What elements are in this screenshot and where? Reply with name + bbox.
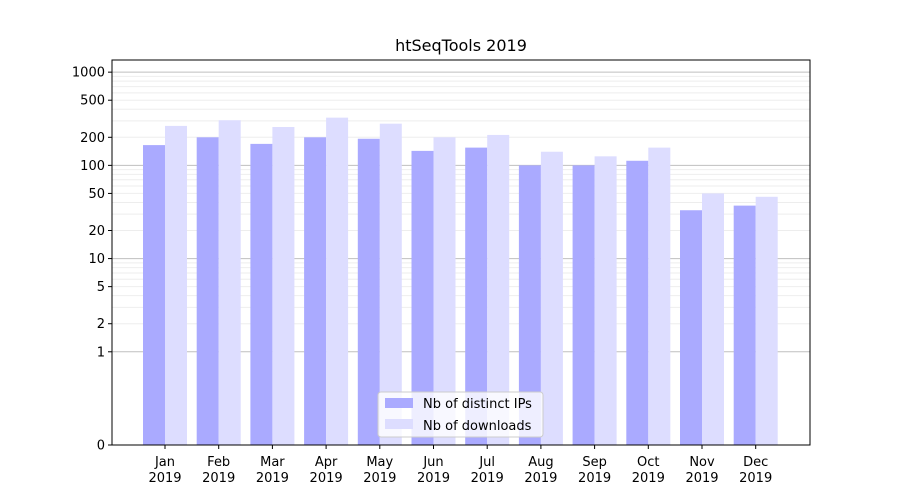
x-tick-label-year: 2019: [148, 471, 181, 486]
x-tick-label-year: 2019: [310, 471, 343, 486]
bar-distinct-ips: [411, 150, 434, 446]
bars: [143, 117, 778, 446]
bar-distinct-ips: [572, 165, 595, 446]
x-tick-label-year: 2019: [363, 471, 396, 486]
bar-downloads: [702, 193, 724, 445]
plot-frame: [111, 59, 811, 446]
bar-downloads: [165, 125, 187, 446]
y-tick-label: 5: [97, 280, 105, 295]
y-tick-label: 200: [80, 131, 105, 146]
x-tick-label-month: Mar: [260, 455, 285, 470]
x-tick-label-month: Feb: [207, 455, 230, 470]
bar-distinct-ips: [680, 210, 702, 445]
x-tick-label-month: Sep: [582, 455, 607, 470]
x-axis: Jan2019Feb2019Mar2019Apr2019May2019Jun20…: [148, 445, 772, 486]
x-tick-label-month: May: [366, 455, 393, 470]
legend-box: [377, 391, 544, 438]
x-tick-label-month: Aug: [528, 455, 553, 470]
x-tick-label-month: Nov: [689, 455, 715, 470]
bar-distinct-ips: [250, 143, 273, 445]
chart-title: htSeqTools 2019: [395, 36, 527, 55]
legend-label-distinct-ips: Nb of distinct IPs: [423, 397, 532, 412]
x-tick-label-month: Jun: [422, 455, 443, 470]
x-tick-label-year: 2019: [685, 471, 718, 486]
bar-downloads: [755, 196, 778, 445]
y-tick-label: 1000: [72, 66, 105, 81]
legend-swatch-distinct-ips: [385, 398, 413, 408]
bar-downloads: [648, 147, 671, 445]
bar-distinct-ips: [357, 138, 380, 445]
x-tick-label-month: Dec: [743, 455, 768, 470]
bar-distinct-ips: [626, 160, 649, 445]
legend-label-downloads: Nb of downloads: [423, 419, 532, 434]
bar-distinct-ips: [465, 147, 488, 445]
bar-downloads: [218, 120, 241, 446]
x-tick-label-year: 2019: [632, 471, 665, 486]
bar-downloads: [594, 156, 617, 446]
bar-distinct-ips: [304, 137, 327, 445]
y-tick-label: 50: [88, 187, 105, 202]
x-tick-label-year: 2019: [524, 471, 557, 486]
bar-downloads: [326, 117, 349, 446]
x-tick-label-month: Oct: [637, 455, 659, 470]
bar-downloads: [433, 137, 456, 445]
bar-downloads: [540, 151, 563, 445]
y-tick-label: 1: [97, 345, 105, 360]
bar-downloads: [272, 126, 295, 446]
y-tick-label: 20: [88, 224, 105, 239]
bar-distinct-ips: [196, 137, 219, 445]
x-tick-label-year: 2019: [739, 471, 772, 486]
y-tick-label: 2: [97, 317, 105, 332]
x-tick-label-year: 2019: [471, 471, 504, 486]
x-tick-label-year: 2019: [578, 471, 611, 486]
bar-downloads: [379, 123, 402, 445]
x-tick-label-month: Apr: [315, 455, 338, 470]
x-tick-label-month: Jan: [154, 455, 175, 470]
y-tick-label: 10: [88, 252, 105, 267]
legend-swatch-downloads: [385, 419, 413, 429]
bar-distinct-ips: [518, 165, 541, 446]
y-axis: 0 1 2 5 10 20 50 100 200 500 1000: [72, 66, 112, 454]
y-tick-label: 100: [80, 159, 105, 174]
x-tick-label-year: 2019: [417, 471, 450, 486]
x-tick-label-year: 2019: [202, 471, 235, 486]
bar-downloads: [487, 134, 510, 445]
bar-distinct-ips: [733, 205, 756, 445]
y-tick-label: 500: [80, 94, 105, 109]
x-tick-label-year: 2019: [256, 471, 289, 486]
bar-distinct-ips: [143, 145, 165, 445]
legend: Nb of distinct IPs Nb of downloads: [377, 391, 544, 438]
x-tick-label-month: Jul: [478, 455, 495, 470]
y-tick-label: 0: [97, 439, 105, 454]
